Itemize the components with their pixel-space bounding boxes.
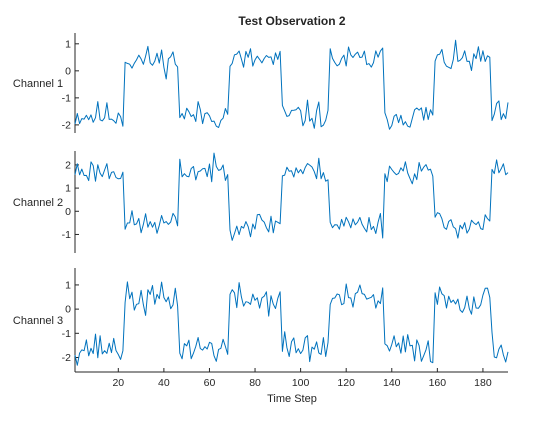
series-line-2 bbox=[74, 152, 509, 241]
x-tick-label: 180 bbox=[474, 377, 492, 389]
chart-title: Test Observation 2 bbox=[238, 14, 345, 28]
y-axis-label: Channel 2 bbox=[13, 197, 63, 209]
y-tick-label: -2 bbox=[62, 119, 71, 131]
panels: -2 -1 0 1 Channel 1 -1 0 1 2 Channel 2 -2 -1 0 1 Chann… bbox=[13, 33, 509, 389]
x-tick-label: 80 bbox=[249, 377, 261, 389]
y-tick-label: -1 bbox=[62, 229, 71, 241]
y-tick-label: -2 bbox=[62, 352, 71, 364]
y-tick-label: 1 bbox=[65, 38, 71, 50]
x-tick-label: 20 bbox=[112, 377, 124, 389]
series-line-3 bbox=[74, 281, 509, 366]
y-axis-label: Channel 1 bbox=[13, 78, 63, 90]
y-tick-label: -1 bbox=[62, 92, 71, 104]
x-tick-label: 40 bbox=[158, 377, 170, 389]
y-tick-label: 1 bbox=[65, 183, 71, 195]
panel-1: -2 -1 0 1 Channel 1 bbox=[13, 33, 509, 133]
y-tick-label: 0 bbox=[65, 206, 71, 218]
x-tick-label: 140 bbox=[383, 377, 401, 389]
panel-3: -2 -1 0 1 Channel 3 bbox=[13, 268, 509, 372]
y-tick-label: 0 bbox=[65, 65, 71, 77]
y-tick-label: 0 bbox=[65, 304, 71, 316]
series-line-1 bbox=[74, 39, 509, 130]
x-tick-label: 160 bbox=[429, 377, 447, 389]
x-tick-label: 120 bbox=[337, 377, 355, 389]
panel-2: -1 0 1 2 Channel 2 bbox=[13, 151, 509, 253]
y-tick-label: 1 bbox=[65, 279, 71, 291]
y-tick-label: 2 bbox=[65, 159, 71, 171]
x-tick-label: 60 bbox=[204, 377, 216, 389]
x-tick-label: 100 bbox=[292, 377, 310, 389]
x-axis-label: Time Step bbox=[267, 393, 317, 405]
y-axis-label: Channel 3 bbox=[13, 315, 63, 327]
y-tick-label: -1 bbox=[62, 328, 71, 340]
